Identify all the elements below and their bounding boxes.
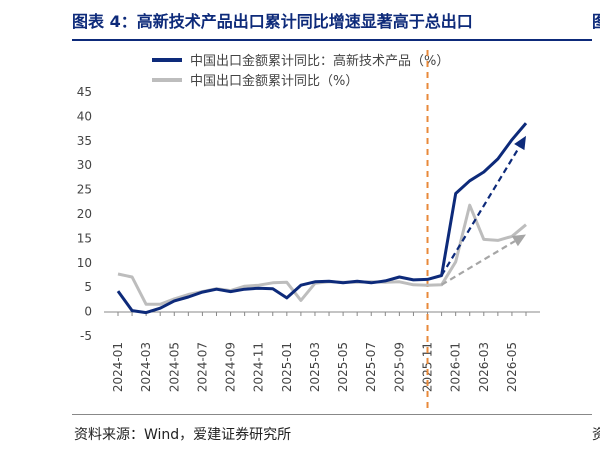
trend-arrow-high-tech-head	[514, 135, 526, 151]
y-axis: -5 0 5 10 15 20 25 30 35 40 45	[77, 85, 92, 343]
trend-arrow-high-tech-shaft	[440, 146, 521, 277]
x-tick-label: 2024-05	[167, 342, 181, 392]
x-tick-label: 2024-11	[252, 342, 266, 392]
x-tick-label: 2026-01	[449, 342, 463, 392]
title-rule	[72, 39, 592, 41]
plot-area	[116, 50, 528, 408]
y-tick-label: 5	[84, 280, 92, 294]
source-rule	[72, 414, 592, 415]
y-tick-label: 30	[77, 158, 92, 172]
x-tick-label: 2024-03	[139, 342, 153, 392]
trend-arrow-total-exports-shaft	[441, 240, 516, 286]
x-tick-label: 2025-07	[364, 342, 378, 392]
x-tick-label: 2024-07	[195, 342, 209, 392]
x-tick-label: 2025-11	[421, 342, 435, 392]
x-tick-label: 2025-05	[336, 342, 350, 392]
next-figure-title-fragment: 图	[592, 8, 600, 36]
y-tick-label: 10	[77, 256, 92, 270]
y-tick-label: 0	[84, 305, 92, 319]
x-tick-label: 2024-01	[111, 342, 125, 392]
x-axis: 2024-01 2024-03 2024-05 2024-07 2024-09 2024-…	[104, 311, 540, 392]
y-tick-label: 25	[77, 183, 92, 197]
legend: 中国出口金额累计同比：高新技术产品（%） 中国出口金额累计同比（%）	[152, 53, 449, 89]
trend-arrow-total-exports-head	[511, 234, 526, 247]
next-figure-source-fragment: 资	[592, 427, 600, 443]
y-tick-label: 35	[77, 134, 92, 148]
y-tick-label: 40	[77, 109, 92, 123]
source-note: 资料来源：Wind，爱建证券研究所	[74, 427, 292, 443]
x-tick-label: 2025-01	[280, 342, 294, 392]
series-line-total-exports	[117, 203, 527, 306]
y-tick-label: 15	[77, 231, 92, 245]
x-tick-label: 2025-03	[308, 342, 322, 392]
series-line-high-tech	[116, 122, 528, 315]
x-tick-label: 2026-03	[477, 342, 491, 392]
y-tick-label: -5	[80, 329, 92, 343]
x-tick-label: 2024-09	[224, 342, 238, 392]
legend-label-total: 中国出口金额累计同比（%）	[190, 73, 358, 89]
chart-title: 图表 4：高新技术产品出口累计同比增速显著高于总出口	[72, 12, 473, 31]
y-tick-label: 45	[77, 85, 92, 99]
legend-label-high-tech: 中国出口金额累计同比：高新技术产品（%）	[190, 53, 449, 69]
x-tick-label: 2025-09	[392, 342, 406, 392]
y-tick-label: 20	[77, 207, 92, 221]
x-tick-label: 2026-05	[505, 342, 519, 392]
